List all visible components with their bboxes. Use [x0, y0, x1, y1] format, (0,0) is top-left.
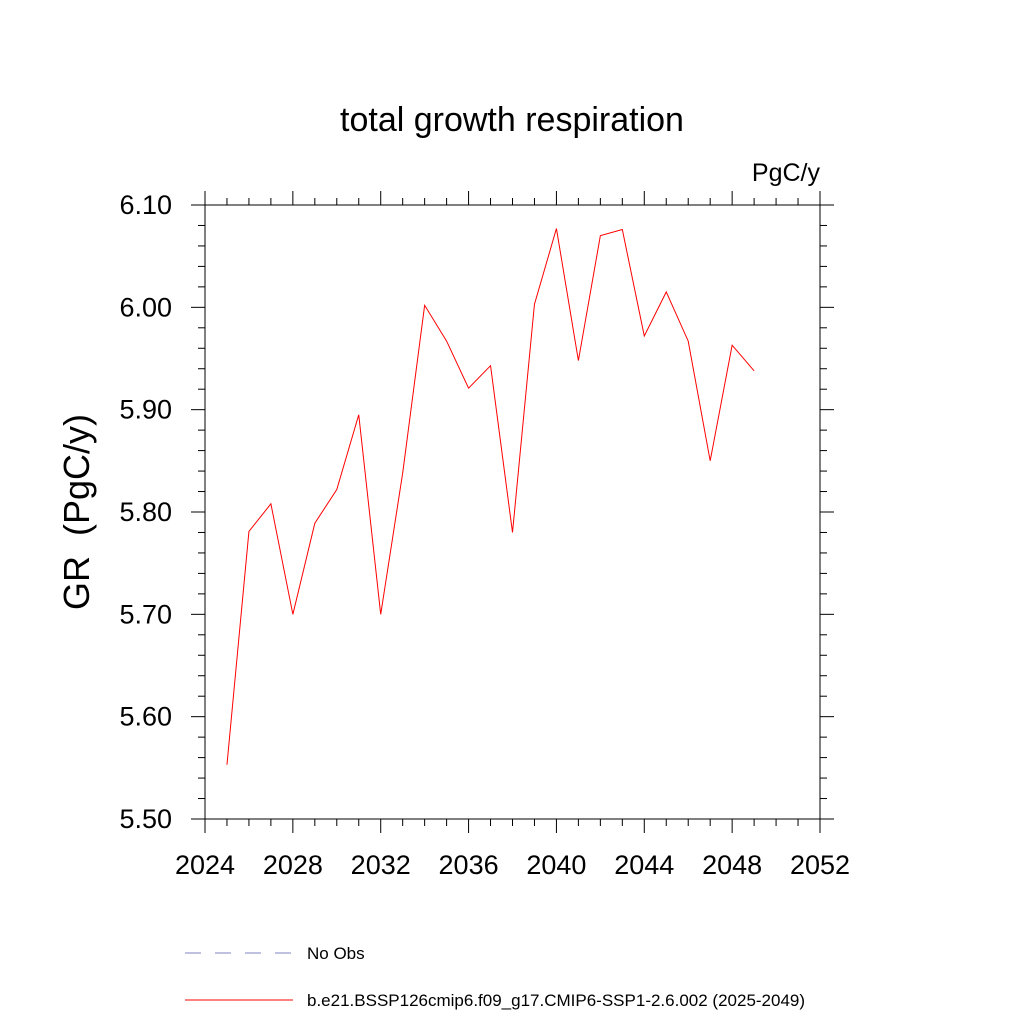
x-tick-label: 2032	[351, 850, 411, 880]
y-tick-label: 5.80	[119, 497, 172, 527]
y-tick-label: 5.70	[119, 599, 172, 629]
y-axis-label: GR (PgC/y)	[56, 414, 97, 610]
plot-frame	[204, 204, 821, 820]
y-tick-label: 6.00	[119, 292, 172, 322]
y-tick-label: 5.60	[119, 702, 172, 732]
x-tick-label: 2044	[614, 850, 674, 880]
x-tick-label: 2028	[263, 850, 323, 880]
x-tick-label: 2048	[702, 850, 762, 880]
x-tick-label: 2036	[439, 850, 499, 880]
y-tick-labels: 5.50 5.60 5.70 5.80 5.90 6.00 6.10	[119, 190, 172, 834]
y-tick-label: 5.50	[119, 804, 172, 834]
series-line	[226, 228, 755, 765]
y-tick-label: 5.90	[119, 395, 172, 425]
x-tick-labels: 2024 2028 2032 2036 2040 2044 2048 2052	[175, 850, 850, 880]
legend-label-model: b.e21.BSSP126cmip6.f09_g17.CMIP6-SSP1-2.…	[307, 991, 805, 1010]
series-group	[226, 228, 755, 765]
legend: No Obs b.e21.BSSP126cmip6.f09_g17.CMIP6-…	[185, 944, 805, 1010]
chart-title: total growth respiration	[340, 101, 684, 139]
x-tick-label: 2024	[175, 850, 235, 880]
units-label: PgC/y	[752, 159, 821, 187]
x-tick-label: 2040	[526, 850, 586, 880]
axis-ticks	[191, 191, 834, 833]
legend-label-no-obs: No Obs	[307, 944, 365, 963]
x-tick-label: 2052	[790, 850, 850, 880]
y-tick-label: 6.10	[119, 190, 172, 220]
